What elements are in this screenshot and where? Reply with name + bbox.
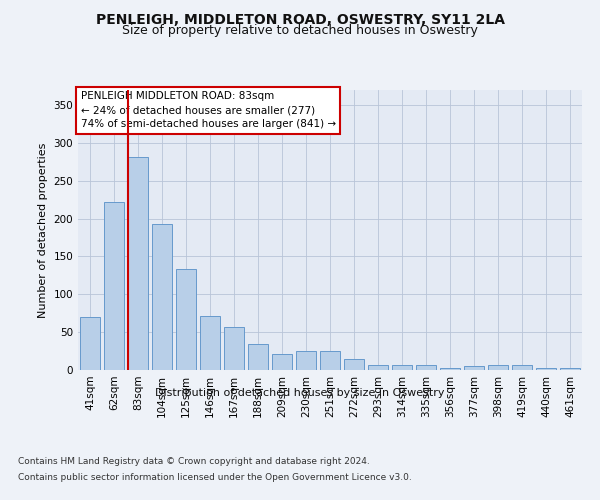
Bar xyxy=(536,368,556,370)
Text: Contains HM Land Registry data © Crown copyright and database right 2024.: Contains HM Land Registry data © Crown c… xyxy=(18,458,370,466)
Bar xyxy=(80,317,100,370)
Bar xyxy=(272,354,292,370)
Bar xyxy=(488,366,508,370)
Bar xyxy=(104,202,124,370)
Bar xyxy=(416,364,436,370)
Text: Contains public sector information licensed under the Open Government Licence v3: Contains public sector information licen… xyxy=(18,472,412,482)
Text: Size of property relative to detached houses in Oswestry: Size of property relative to detached ho… xyxy=(122,24,478,37)
Bar xyxy=(440,368,460,370)
Bar xyxy=(392,366,412,370)
Bar xyxy=(320,351,340,370)
Bar xyxy=(176,270,196,370)
Y-axis label: Number of detached properties: Number of detached properties xyxy=(38,142,48,318)
Bar xyxy=(344,360,364,370)
Bar xyxy=(512,364,532,370)
Bar xyxy=(152,224,172,370)
Bar xyxy=(224,327,244,370)
Text: PENLEIGH, MIDDLETON ROAD, OSWESTRY, SY11 2LA: PENLEIGH, MIDDLETON ROAD, OSWESTRY, SY11… xyxy=(95,12,505,26)
Bar xyxy=(200,316,220,370)
Bar xyxy=(296,351,316,370)
Bar xyxy=(248,344,268,370)
Bar xyxy=(464,366,484,370)
Bar xyxy=(128,156,148,370)
Text: Distribution of detached houses by size in Oswestry: Distribution of detached houses by size … xyxy=(155,388,445,398)
Bar xyxy=(368,366,388,370)
Bar xyxy=(560,368,580,370)
Text: PENLEIGH MIDDLETON ROAD: 83sqm
← 24% of detached houses are smaller (277)
74% of: PENLEIGH MIDDLETON ROAD: 83sqm ← 24% of … xyxy=(80,92,335,130)
